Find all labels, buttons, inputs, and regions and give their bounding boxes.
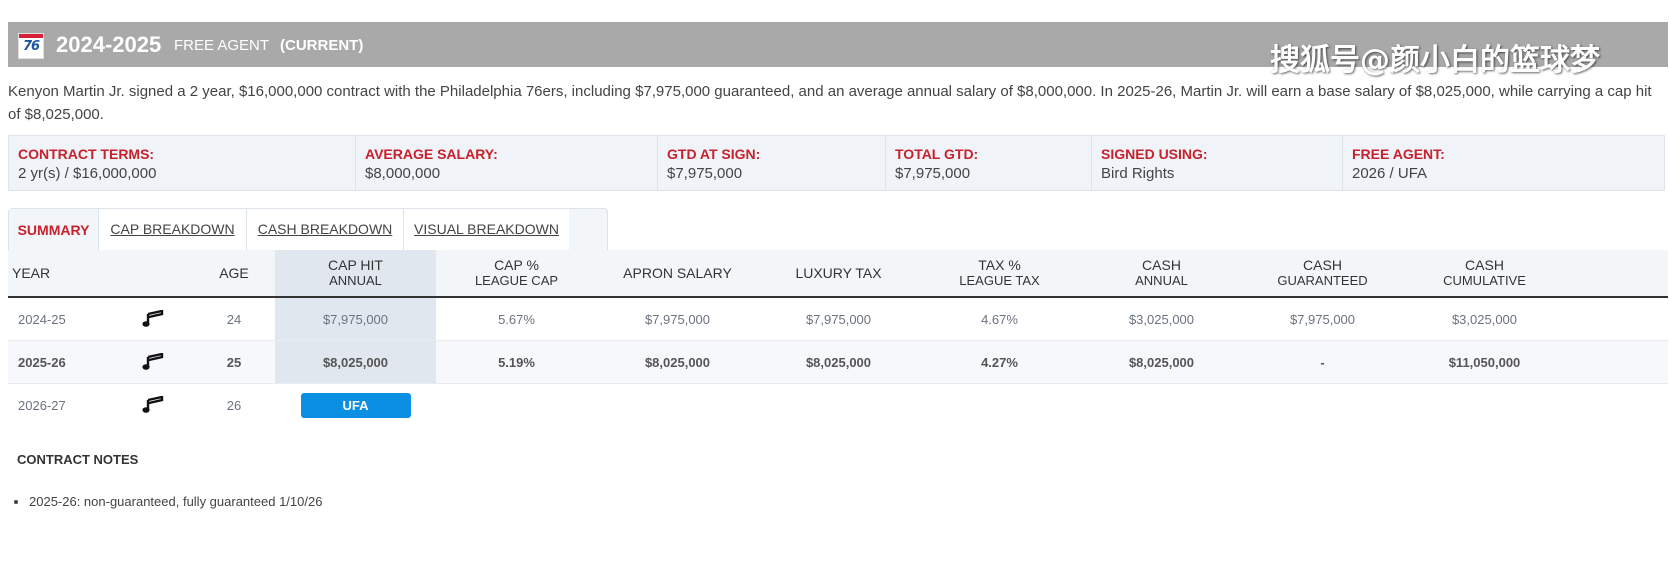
col-cap-hit[interactable]: CAP HIT ANNUAL	[275, 250, 436, 296]
col-cap-pct[interactable]: CAP % LEAGUE CAP	[474, 257, 559, 289]
col-age[interactable]: AGE	[219, 264, 249, 281]
cell-cap-pct: 5.67%	[498, 311, 535, 327]
cell-apron: $7,975,000	[644, 311, 711, 327]
table-row: 2026-27 26 UFA	[8, 384, 1668, 426]
col-apron-salary[interactable]: APRON SALARY	[623, 264, 732, 281]
term-total-gtd: TOTAL GTD: $7,975,000	[886, 136, 1092, 190]
tab-cap-breakdown[interactable]: CAP BREAKDOWN	[99, 209, 247, 251]
season-title: 2024-2025	[56, 32, 162, 57]
col-cash-cumulative[interactable]: CASH CUMULATIVE	[1443, 257, 1526, 289]
col-luxury-tax[interactable]: LUXURY TAX	[795, 264, 882, 281]
term-free-agent: FREE AGENT: 2026 / UFA	[1352, 146, 1445, 182]
team-note-icon	[132, 298, 172, 340]
cell-tax-pct: 4.27%	[981, 354, 1018, 370]
term-average-salary: AVERAGE SALARY: $8,000,000	[356, 136, 658, 190]
term-signed-using: SIGNED USING: Bird Rights	[1092, 136, 1343, 190]
season-header: 76 2024-2025 FREE AGENT (CURRENT) 搜狐号@颜小…	[8, 22, 1668, 78]
term-contract: CONTRACT TERMS: 2 yr(s) / $16,000,000	[9, 136, 356, 190]
tab-summary[interactable]: SUMMARY	[9, 209, 99, 251]
tab-cash-breakdown[interactable]: CASH BREAKDOWN	[247, 209, 404, 251]
table-row: 2025-26 25 $8,025,000 5.19% $8,025,000 $…	[8, 341, 1668, 384]
cell-year: 2025-26	[18, 354, 66, 370]
status-label: FREE AGENT	[174, 37, 270, 54]
ufa-badge[interactable]: UFA	[300, 392, 411, 418]
cell-cap-hit: $8,025,000	[275, 341, 436, 383]
cell-cash: $8,025,000	[1128, 354, 1195, 370]
watermark: 搜狐号@颜小白的篮球梦	[1270, 43, 1600, 78]
cell-age: 25	[226, 354, 242, 370]
cell-tax-pct: 4.67%	[981, 311, 1018, 327]
cell-cap-pct: 5.19%	[498, 354, 535, 370]
cell-year: 2024-25	[18, 311, 66, 327]
contract-terms-bar: CONTRACT TERMS: 2 yr(s) / $16,000,000 AVE…	[8, 135, 1665, 191]
cell-cap-hit: $7,975,000	[275, 298, 436, 340]
contract-notes-list: 2025-26: non-guaranteed, fully guarantee…	[17, 494, 322, 509]
col-year[interactable]: YEAR	[12, 264, 51, 281]
col-cash-annual[interactable]: CASH ANNUAL	[1135, 257, 1188, 289]
col-cash-guaranteed[interactable]: CASH GUARANTEED	[1277, 257, 1368, 289]
table-row: 2024-25 24 $7,975,000 5.67% $7,975,000 $…	[8, 298, 1668, 341]
cell-luxury: $8,025,000	[805, 354, 872, 370]
table-header: YEAR AGE CAP HIT ANNUAL CAP % LEAGUE CAP A…	[8, 250, 1668, 298]
term-gtd-at-sign: GTD AT SIGN: $7,975,000	[658, 136, 886, 190]
current-badge: (CURRENT)	[280, 37, 364, 54]
cell-cash-cum: $11,050,000	[1448, 354, 1521, 370]
cell-age: 24	[226, 311, 242, 327]
team-logo-icon: 76	[18, 33, 44, 59]
breakdown-tabs: SUMMARY CAP BREAKDOWN CASH BREAKDOWN VIS…	[8, 208, 608, 251]
cell-cash-gtd: -	[1320, 354, 1325, 370]
cell-apron: $8,025,000	[644, 354, 711, 370]
team-note-icon	[132, 341, 172, 383]
cell-year: 2026-27	[18, 397, 66, 413]
contract-description: Kenyon Martin Jr. signed a 2 year, $16,0…	[8, 83, 1652, 123]
tab-visual-breakdown[interactable]: VISUAL BREAKDOWN	[404, 209, 569, 251]
cell-cap-hit: UFA	[275, 384, 436, 426]
team-note-icon	[132, 384, 172, 426]
cell-luxury: $7,975,000	[805, 311, 872, 327]
salary-table: YEAR AGE CAP HIT ANNUAL CAP % LEAGUE CAP A…	[8, 250, 1668, 426]
list-item: 2025-26: non-guaranteed, fully guarantee…	[29, 494, 322, 509]
cell-cash-cum: $3,025,000	[1451, 311, 1518, 327]
col-tax-pct[interactable]: TAX % LEAGUE TAX	[959, 257, 1040, 289]
cell-age: 26	[226, 397, 242, 413]
contract-notes-title: CONTRACT NOTES	[17, 452, 139, 467]
cell-cash: $3,025,000	[1128, 311, 1195, 327]
cell-cash-gtd: $7,975,000	[1289, 311, 1356, 327]
